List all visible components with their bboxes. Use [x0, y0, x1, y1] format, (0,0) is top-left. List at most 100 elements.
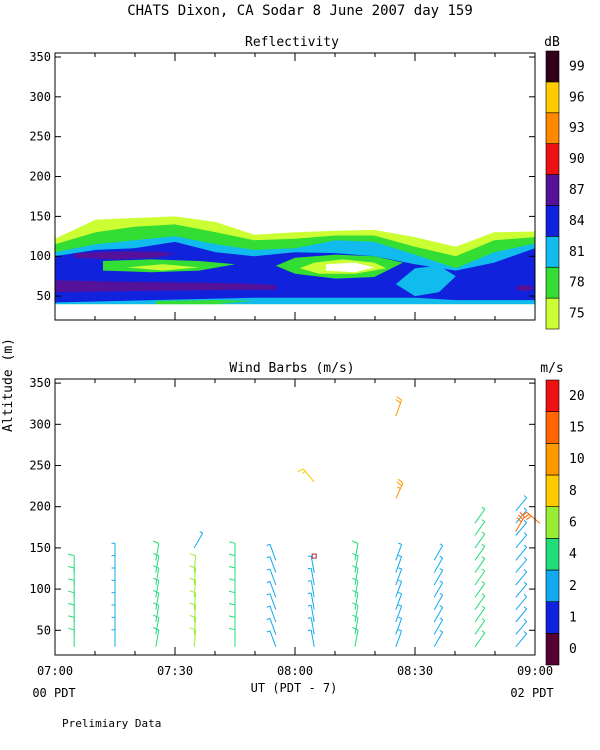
wind-barb — [352, 565, 359, 586]
windbarbs-plot — [68, 396, 541, 648]
windbarbs-colorbar-label: 0 — [569, 642, 577, 657]
wind-barb — [515, 594, 528, 611]
wind-barb — [395, 604, 403, 623]
reflectivity-colorbar-label: 99 — [569, 59, 585, 74]
wind-barb — [111, 604, 116, 622]
reflectivity-colorbar: 75 78 81 84 87 90 93 96 99 — [545, 50, 585, 330]
reflectivity-ytick-label: 300 — [29, 90, 51, 104]
wind-barb — [266, 580, 277, 598]
wind-barb — [266, 605, 277, 623]
reflectivity-contour-band — [74, 251, 175, 260]
wind-barb — [68, 553, 75, 573]
reflectivity-colorbar-swatch — [545, 81, 560, 114]
reflectivity-colorbar-swatch — [545, 205, 560, 237]
wind-barb — [228, 590, 236, 610]
reflectivity-colorbar-label: 96 — [569, 90, 585, 105]
reflectivity-colorbar-swatch — [545, 297, 560, 330]
windbarbs-colorbar-swatch — [545, 569, 560, 602]
wind-barb — [228, 627, 236, 647]
wind-barb — [228, 615, 236, 635]
reflectivity-colorbar-label: 75 — [569, 307, 585, 322]
wind-barb — [474, 556, 486, 573]
windbarbs-colorbar-swatch — [545, 411, 560, 444]
reflectivity-colorbar-label: 87 — [569, 183, 585, 198]
reflectivity-colorbar-unit: dB — [544, 35, 560, 50]
wind-barb — [111, 592, 116, 610]
wind-barb — [515, 618, 528, 635]
wind-barb — [474, 580, 486, 598]
wind-barb — [395, 567, 403, 586]
reflectivity-contour-band — [127, 264, 199, 271]
wind-barb — [152, 614, 160, 635]
windbarbs-ytick-label: 100 — [29, 582, 51, 596]
wind-barb — [352, 627, 359, 647]
wind-barb — [68, 615, 75, 635]
wind-barb — [68, 566, 75, 585]
wind-barb — [307, 617, 315, 635]
wind-barb — [474, 593, 486, 610]
wind-barb — [433, 568, 444, 586]
wind-barb — [515, 519, 528, 536]
wind-barb — [515, 532, 528, 549]
wind-barb — [433, 629, 444, 648]
wind-barb — [152, 565, 160, 586]
reflectivity-contour-band — [395, 265, 456, 297]
wind-barb — [433, 555, 444, 573]
wind-barb — [352, 577, 359, 598]
wind-barb — [228, 541, 236, 561]
wind-barb — [307, 555, 315, 573]
reflectivity-ytick-label: 350 — [29, 50, 51, 64]
wind-barb — [68, 627, 75, 647]
wind-barb — [433, 592, 444, 610]
wind-barb — [228, 553, 236, 573]
wind-barb — [68, 578, 75, 598]
wind-barb — [352, 589, 359, 610]
wind-barb — [111, 616, 116, 635]
wind-barb — [307, 629, 315, 647]
reflectivity-colorbar-label: 81 — [569, 245, 585, 260]
reflectivity-ytick-label: 50 — [37, 289, 51, 303]
wind-barb — [395, 616, 403, 635]
reflectivity-contour-band — [326, 262, 375, 273]
wind-barb — [152, 602, 160, 623]
wind-barb — [228, 603, 236, 622]
reflectivity-colorbar-swatch — [545, 112, 560, 144]
reflectivity-colorbar-swatch — [545, 266, 560, 299]
wind-barb — [433, 580, 444, 598]
windbarbs-colorbar-swatch — [545, 443, 560, 476]
wind-barb — [515, 495, 528, 512]
windbarbs-ytick-label: 150 — [29, 541, 51, 555]
wind-barb — [307, 567, 315, 586]
wind-barb — [111, 567, 116, 585]
footnote: Prelimiary Data — [62, 717, 161, 730]
wind-barb — [433, 617, 444, 635]
reflectivity-axes: 50 100 150 200 250 300 350 — [29, 50, 536, 320]
wind-barb — [395, 554, 403, 573]
reflectivity-title: Reflectivity — [245, 35, 339, 50]
windbarbs-colorbar-swatch — [545, 474, 560, 507]
wind-barb — [266, 568, 277, 586]
wind-barb — [297, 468, 315, 483]
windbarbs-colorbar-swatch — [545, 379, 560, 412]
wind-barb — [193, 530, 204, 549]
altitude-axis-label: Altitude (m) — [1, 338, 16, 432]
windbarbs-ytick-label: 200 — [29, 500, 51, 514]
wind-barb — [266, 543, 277, 561]
windbarbs-frame — [54, 378, 536, 656]
windbarbs-xtick-label: 08:30 — [397, 664, 433, 678]
wind-barb — [266, 617, 277, 635]
wind-barb — [111, 555, 116, 573]
windbarbs-xtick-label: 09:00 — [517, 664, 553, 678]
wind-barb — [395, 542, 403, 561]
windbarbs-ytick-label: 50 — [37, 623, 51, 637]
wind-calm-marker — [311, 553, 317, 559]
wind-barb — [515, 631, 528, 648]
reflectivity-colorbar-swatch — [545, 143, 560, 175]
wind-barb — [515, 507, 528, 524]
wind-barb — [474, 543, 486, 561]
wind-barb — [152, 627, 160, 647]
wind-barb — [68, 590, 75, 610]
windbarbs-xtick-label: 07:00 — [37, 664, 73, 678]
wind-barb — [152, 577, 160, 598]
reflectivity-colorbar-swatch — [545, 50, 560, 83]
